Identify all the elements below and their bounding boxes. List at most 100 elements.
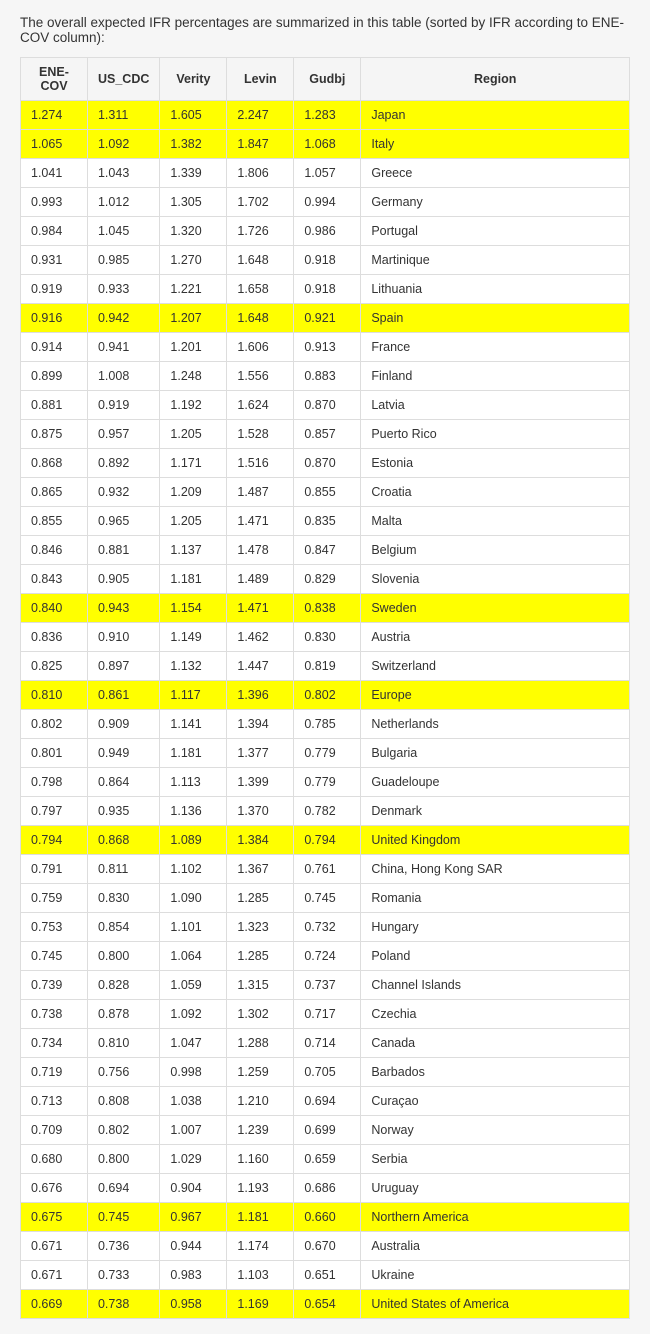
cell-region: Germany: [361, 188, 630, 217]
table-row: 0.8550.9651.2051.4710.835Malta: [21, 507, 630, 536]
table-row: 0.8400.9431.1541.4710.838Sweden: [21, 594, 630, 623]
cell-value: 0.942: [87, 304, 159, 333]
cell-value: 1.248: [160, 362, 227, 391]
col-header-levin: Levin: [227, 58, 294, 101]
table-body: 1.2741.3111.6052.2471.283Japan1.0651.092…: [21, 101, 630, 1319]
table-row: 0.9140.9411.2011.6060.913France: [21, 333, 630, 362]
cell-value: 0.875: [21, 420, 88, 449]
cell-region: Uruguay: [361, 1174, 630, 1203]
cell-value: 1.089: [160, 826, 227, 855]
cell-value: 0.993: [21, 188, 88, 217]
cell-value: 1.396: [227, 681, 294, 710]
table-row: 0.6690.7380.9581.1690.654United States o…: [21, 1290, 630, 1319]
cell-value: 0.913: [294, 333, 361, 362]
table-row: 0.8430.9051.1811.4890.829Slovenia: [21, 565, 630, 594]
cell-value: 1.606: [227, 333, 294, 362]
cell-value: 0.983: [160, 1261, 227, 1290]
cell-value: 0.738: [21, 1000, 88, 1029]
cell-value: 1.149: [160, 623, 227, 652]
cell-value: 0.957: [87, 420, 159, 449]
cell-value: 0.801: [21, 739, 88, 768]
cell-value: 1.471: [227, 507, 294, 536]
cell-value: 0.870: [294, 391, 361, 420]
cell-region: Guadeloupe: [361, 768, 630, 797]
cell-value: 0.705: [294, 1058, 361, 1087]
cell-value: 0.686: [294, 1174, 361, 1203]
cell-value: 0.881: [21, 391, 88, 420]
cell-value: 1.302: [227, 1000, 294, 1029]
cell-value: 1.029: [160, 1145, 227, 1174]
cell-value: 1.471: [227, 594, 294, 623]
table-row: 0.7090.8021.0071.2390.699Norway: [21, 1116, 630, 1145]
cell-value: 1.092: [87, 130, 159, 159]
cell-value: 1.726: [227, 217, 294, 246]
cell-value: 1.320: [160, 217, 227, 246]
cell-value: 0.865: [21, 478, 88, 507]
table-row: 0.8680.8921.1711.5160.870Estonia: [21, 449, 630, 478]
table-row: 0.7450.8001.0641.2850.724Poland: [21, 942, 630, 971]
table-row: 0.6760.6940.9041.1930.686Uruguay: [21, 1174, 630, 1203]
cell-value: 1.648: [227, 304, 294, 333]
cell-value: 1.038: [160, 1087, 227, 1116]
table-row: 0.7380.8781.0921.3020.717Czechia: [21, 1000, 630, 1029]
cell-value: 0.800: [87, 1145, 159, 1174]
cell-region: Portugal: [361, 217, 630, 246]
cell-value: 0.739: [21, 971, 88, 1000]
cell-value: 1.007: [160, 1116, 227, 1145]
col-header-us-cdc: US_CDC: [87, 58, 159, 101]
cell-region: Croatia: [361, 478, 630, 507]
cell-region: United Kingdom: [361, 826, 630, 855]
cell-value: 0.810: [21, 681, 88, 710]
cell-value: 0.836: [21, 623, 88, 652]
cell-value: 0.737: [294, 971, 361, 1000]
cell-value: 0.714: [294, 1029, 361, 1058]
cell-value: 1.068: [294, 130, 361, 159]
cell-value: 1.193: [227, 1174, 294, 1203]
cell-value: 1.624: [227, 391, 294, 420]
cell-value: 0.738: [87, 1290, 159, 1319]
cell-value: 0.916: [21, 304, 88, 333]
cell-value: 0.892: [87, 449, 159, 478]
cell-value: 0.829: [294, 565, 361, 594]
cell-value: 0.782: [294, 797, 361, 826]
cell-value: 0.794: [21, 826, 88, 855]
cell-value: 0.910: [87, 623, 159, 652]
table-row: 1.0411.0431.3391.8061.057Greece: [21, 159, 630, 188]
cell-region: Australia: [361, 1232, 630, 1261]
cell-value: 0.897: [87, 652, 159, 681]
cell-value: 0.733: [87, 1261, 159, 1290]
cell-value: 1.658: [227, 275, 294, 304]
cell-value: 0.868: [21, 449, 88, 478]
cell-region: United States of America: [361, 1290, 630, 1319]
cell-value: 1.132: [160, 652, 227, 681]
cell-value: 0.838: [294, 594, 361, 623]
cell-value: 1.528: [227, 420, 294, 449]
cell-value: 1.847: [227, 130, 294, 159]
table-row: 0.8460.8811.1371.4780.847Belgium: [21, 536, 630, 565]
cell-value: 1.169: [227, 1290, 294, 1319]
cell-value: 0.654: [294, 1290, 361, 1319]
cell-value: 0.802: [294, 681, 361, 710]
cell-value: 0.791: [21, 855, 88, 884]
table-header: ENE-COVUS_CDCVerityLevinGudbjRegion: [21, 58, 630, 101]
cell-value: 0.967: [160, 1203, 227, 1232]
cell-value: 1.311: [87, 101, 159, 130]
cell-value: 0.909: [87, 710, 159, 739]
cell-value: 0.797: [21, 797, 88, 826]
cell-value: 1.221: [160, 275, 227, 304]
cell-value: 0.779: [294, 739, 361, 768]
cell-region: Norway: [361, 1116, 630, 1145]
cell-value: 1.057: [294, 159, 361, 188]
cell-value: 1.113: [160, 768, 227, 797]
cell-value: 0.846: [21, 536, 88, 565]
cell-region: Europe: [361, 681, 630, 710]
cell-value: 1.092: [160, 1000, 227, 1029]
cell-value: 1.447: [227, 652, 294, 681]
cell-value: 1.487: [227, 478, 294, 507]
cell-value: 0.651: [294, 1261, 361, 1290]
cell-region: Slovenia: [361, 565, 630, 594]
cell-region: Spain: [361, 304, 630, 333]
table-row: 0.9190.9331.2211.6580.918Lithuania: [21, 275, 630, 304]
cell-value: 0.840: [21, 594, 88, 623]
table-row: 0.7340.8101.0471.2880.714Canada: [21, 1029, 630, 1058]
